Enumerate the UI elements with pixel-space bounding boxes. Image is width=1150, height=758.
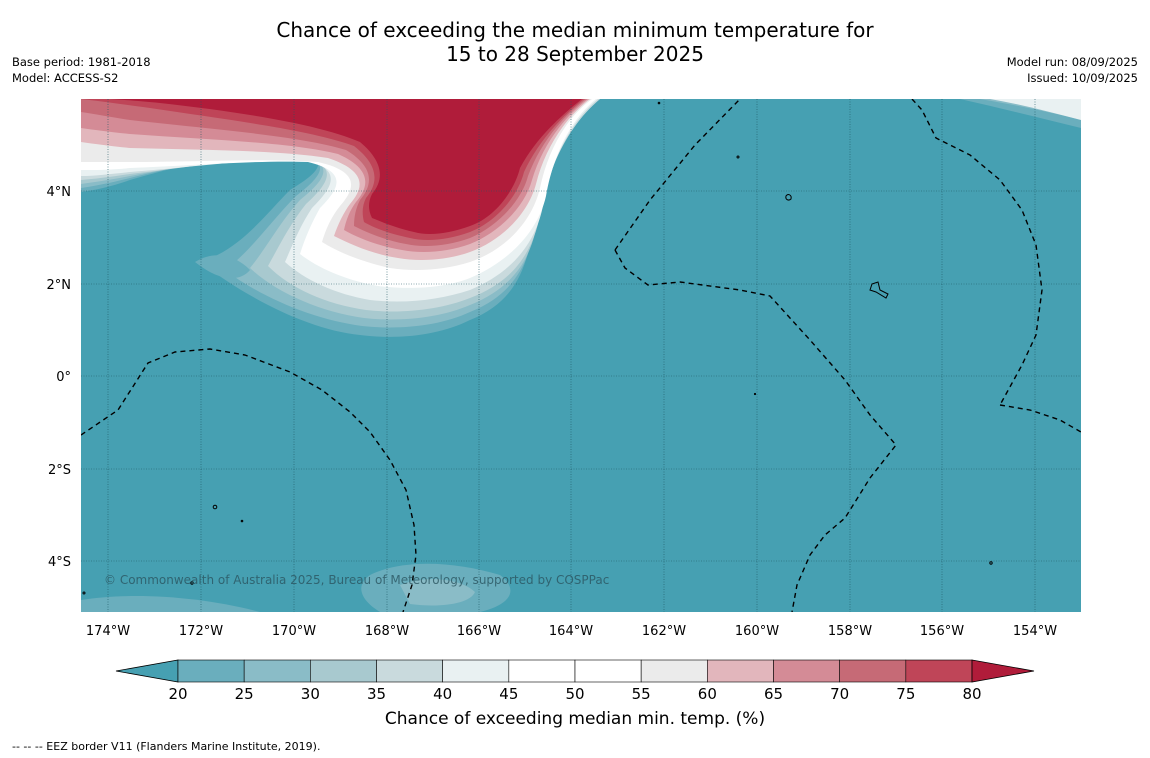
x-tick-label: 174°W [86,624,130,639]
meta-right: Model run: 08/09/2025 Issued: 10/09/2025 [1007,54,1138,86]
colorbar-tick-label: 70 [830,685,849,703]
colorbar-swatch [773,659,840,683]
x-tick-label: 156°W [920,624,964,639]
eez-borders [81,99,1081,612]
title-line-1: Chance of exceeding the median minimum t… [276,18,874,42]
colorbar-tick-label: 30 [301,685,320,703]
y-tick-label: 2°N [47,278,72,293]
x-tick-label: 168°W [365,624,409,639]
colorbar-swatch [707,659,774,683]
x-tick-label: 154°W [1013,624,1057,639]
base-period: Base period: 1981-2018 [12,55,151,69]
y-tick-label: 4°N [47,185,72,200]
colorbar-tick-label: 60 [698,685,717,703]
x-tick-label: 164°W [549,624,593,639]
issued-date: Issued: 10/09/2025 [1027,71,1138,85]
model-name: Model: ACCESS-S2 [12,71,119,85]
colorbar: 20 25 30 35 40 45 50 55 60 65 70 75 80 [115,659,1035,703]
colorbar-swatch [839,659,907,683]
colorbar-tick-label: 25 [235,685,254,703]
x-axis-ticks: 174°W 172°W 170°W 168°W 166°W 164°W 162°W 160°W… [86,624,1057,639]
map-background [81,99,1081,612]
x-tick-label: 170°W [272,624,316,639]
colorbar-swatch [442,659,510,683]
colorbar-tick-label: 50 [565,685,584,703]
colorbar-tick-label: 65 [764,685,783,703]
x-tick-label: 172°W [179,624,223,639]
colorbar-label: Chance of exceeding median min. temp. (%… [384,709,766,729]
colorbar-swatch [376,659,443,683]
anomaly-contours [81,99,1081,612]
map-title: Chance of exceeding the median minimum t… [0,18,1150,66]
copyright-credit: © Commonwealth of Australia 2025, Bureau… [104,573,609,587]
colorbar-swatch [905,659,973,683]
colorbar-swatch [177,659,245,683]
x-tick-label: 166°W [457,624,501,639]
colorbar-swatch [574,659,642,683]
y-tick-label: 2°S [48,463,71,478]
colorbar-tick-label: 80 [962,685,981,703]
colorbar-tick-label: 35 [367,685,386,703]
eez-footnote: -- -- -- EEZ border V11 (Flanders Marine… [12,740,321,753]
model-run: Model run: 08/09/2025 [1006,55,1138,69]
colorbar-tick-label: 75 [896,685,915,703]
colorbar-swatch [640,659,708,683]
colorbar-tick-label: 55 [632,685,651,703]
y-tick-label: 4°S [48,555,71,570]
islands [82,101,993,595]
x-tick-label: 160°W [735,624,779,639]
map-panel [81,99,1081,612]
colorbar-over-arrow [971,659,1035,683]
colorbar-swatch [310,659,377,683]
y-axis-ticks: 4°N 2°N 0° 2°S 4°S [47,185,72,570]
colorbar-swatch [508,659,576,683]
colorbar-swatch [243,659,311,683]
x-tick-label: 158°W [828,624,872,639]
colorbar-under-arrow [115,659,179,683]
colorbar-tick-label: 20 [168,685,187,703]
colorbar-tick-label: 45 [499,685,518,703]
graticule [81,99,1081,612]
colorbar-tick-label: 40 [433,685,452,703]
meta-left: Base period: 1981-2018 Model: ACCESS-S2 [12,54,151,86]
x-tick-label: 162°W [642,624,686,639]
y-tick-label: 0° [56,370,71,385]
title-line-2: 15 to 28 September 2025 [446,42,704,66]
